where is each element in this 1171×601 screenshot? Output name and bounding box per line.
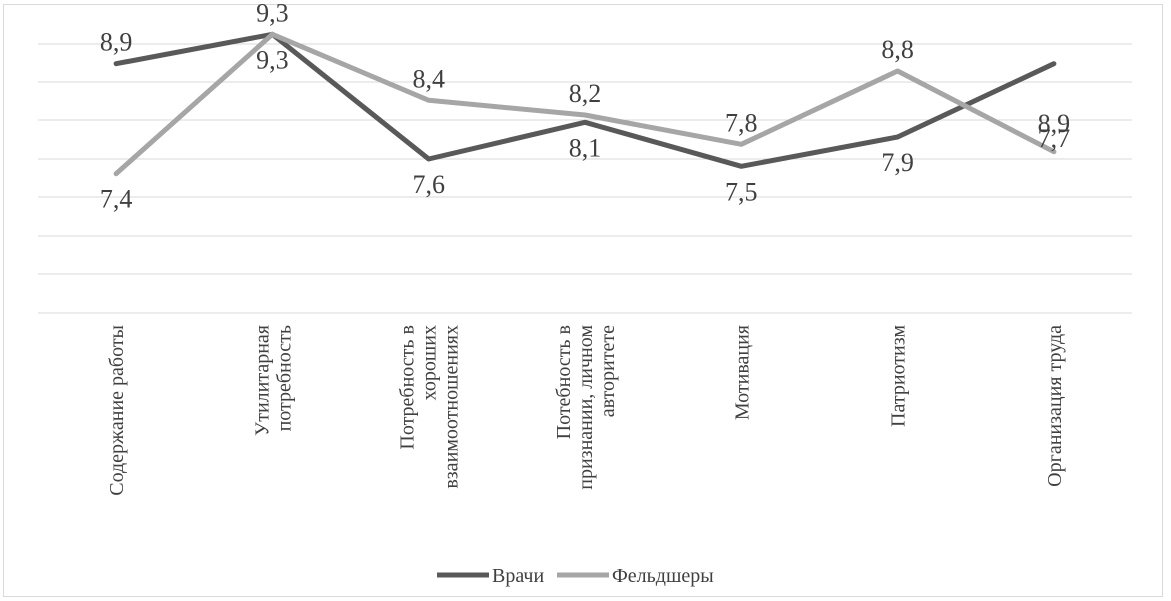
category-label: Потребность вхорошихвзаимоотношениях (397, 325, 463, 489)
category-label: Мотивация (731, 325, 753, 420)
category-label: Потебность впризнании, личномавторитете (553, 325, 619, 490)
category-label-line: Организация труда (1044, 325, 1066, 487)
data-label: 7,9 (881, 148, 914, 177)
data-label: 7,7 (1038, 124, 1071, 153)
category-label-line: Утилитарная (251, 325, 273, 436)
category-label-line: Содержание работы (106, 325, 128, 496)
data-label: 8,9 (100, 28, 133, 57)
category-label-line: взаимоотношениях (441, 325, 463, 489)
category-axis-labels: Содержание работы Утилитарнаяпотребность П… (106, 325, 1066, 496)
legend-label: Фельдшеры (612, 565, 714, 587)
category-label-line: потребность (273, 325, 295, 431)
data-label: 8,1 (569, 133, 602, 162)
category-label: Организация труда (1044, 325, 1066, 487)
category-label-line: Потебность в (553, 325, 575, 439)
category-label-line: авторитете (597, 325, 619, 417)
category-label: Содержание работы (106, 325, 128, 496)
legend: Врачи Фельдшеры (437, 565, 714, 587)
data-label: 7,8 (725, 108, 758, 137)
category-label-line: признании, личном (575, 325, 597, 490)
data-label: 9,3 (256, 45, 289, 74)
data-label: 8,9 (1038, 109, 1071, 138)
category-label-line: Патриотизм (888, 325, 910, 427)
series-line-2 (113, 31, 1057, 177)
category-label: Утилитарнаяпотребность (251, 325, 295, 436)
data-label: 7,4 (100, 185, 133, 214)
category-label-line: Мотивация (731, 325, 753, 420)
data-label: 9,3 (256, 0, 289, 27)
data-label: 8,4 (412, 64, 445, 93)
data-label: 7,6 (412, 170, 445, 199)
category-label: Патриотизм (888, 325, 910, 427)
data-label: 8,2 (569, 79, 602, 108)
category-label-line: хороших (419, 325, 441, 400)
legend-label: Врачи (492, 565, 544, 587)
data-label: 7,5 (725, 177, 758, 206)
category-label-line: Потребность в (397, 325, 419, 450)
series-lines (113, 31, 1057, 177)
data-label: 8,8 (881, 35, 914, 64)
data-labels: 8,9 9,3 7,6 8,1 7,5 7,9 8,9 7,4 9,3 8,4 8,2 7,8 8,8 7… (100, 0, 1070, 214)
